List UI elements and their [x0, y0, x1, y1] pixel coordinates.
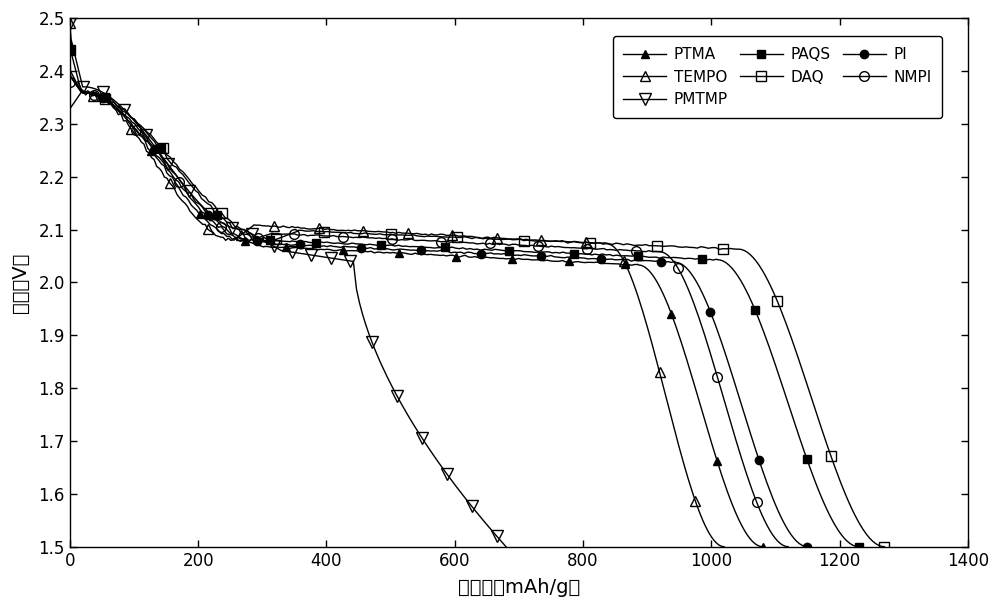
TEMPO — [64, 19, 76, 27]
DAQ — [496, 236, 508, 243]
X-axis label: 比容量（mAh/g）: 比容量（mAh/g） — [458, 578, 580, 597]
PMTMP — [232, 226, 244, 233]
TEMPO — [718, 543, 730, 550]
PAQS — [478, 246, 490, 253]
Line: PAQS: PAQS — [66, 46, 863, 551]
PAQS — [339, 240, 351, 247]
PTMA — [64, 41, 76, 48]
Y-axis label: 电压（V）: 电压（V） — [11, 252, 30, 313]
PAQS — [853, 543, 865, 550]
Legend: PTMA, TEMPO, PMTMP, PAQS, DAQ, , PI, NMPI, : PTMA, TEMPO, PMTMP, PAQS, DAQ, , PI, NMP… — [613, 36, 942, 118]
PAQS — [161, 155, 173, 162]
PI — [721, 354, 733, 361]
PAQS — [64, 46, 76, 54]
Line: PMTMP: PMTMP — [64, 18, 512, 552]
PTMA — [305, 245, 317, 252]
NMPI — [703, 347, 715, 354]
DAQ — [789, 345, 801, 352]
PMTMP — [121, 109, 133, 116]
PTMA — [150, 154, 162, 161]
PI — [451, 249, 463, 256]
DAQ — [374, 230, 386, 238]
DAQ — [492, 236, 504, 243]
NMPI — [337, 233, 349, 240]
Line: PI: PI — [66, 46, 812, 551]
PI — [64, 46, 76, 54]
NMPI — [441, 238, 453, 245]
PAQS — [364, 241, 376, 248]
PMTMP — [363, 330, 375, 337]
TEMPO — [408, 230, 420, 238]
NMPI — [64, 78, 76, 85]
TEMPO — [292, 224, 304, 231]
PAQS — [766, 352, 778, 359]
PI — [801, 543, 813, 550]
NMPI — [153, 154, 165, 161]
DAQ — [348, 230, 360, 237]
TEMPO — [146, 154, 158, 161]
PI — [321, 243, 333, 250]
DAQ — [64, 46, 76, 54]
PMTMP — [262, 240, 274, 247]
NMPI — [445, 238, 457, 246]
PTMA — [428, 251, 440, 258]
PAQS — [482, 246, 494, 254]
Line: DAQ: DAQ — [65, 45, 889, 551]
Line: TEMPO: TEMPO — [65, 18, 729, 551]
TEMPO — [411, 230, 423, 237]
NMPI — [314, 232, 326, 239]
PI — [345, 243, 357, 250]
PTMA — [431, 251, 443, 258]
PMTMP — [475, 514, 487, 522]
PTMA — [757, 543, 769, 550]
PMTMP — [385, 381, 397, 388]
Line: NMPI: NMPI — [65, 77, 793, 551]
PMTMP — [500, 543, 512, 550]
PMTMP — [64, 19, 76, 27]
TEMPO — [646, 342, 658, 349]
PTMA — [681, 356, 693, 363]
NMPI — [782, 543, 794, 550]
PI — [455, 249, 467, 256]
PTMA — [327, 247, 339, 254]
Line: PTMA: PTMA — [66, 40, 767, 551]
TEMPO — [313, 225, 325, 232]
PI — [155, 153, 167, 161]
DAQ — [164, 153, 176, 161]
DAQ — [878, 543, 890, 550]
